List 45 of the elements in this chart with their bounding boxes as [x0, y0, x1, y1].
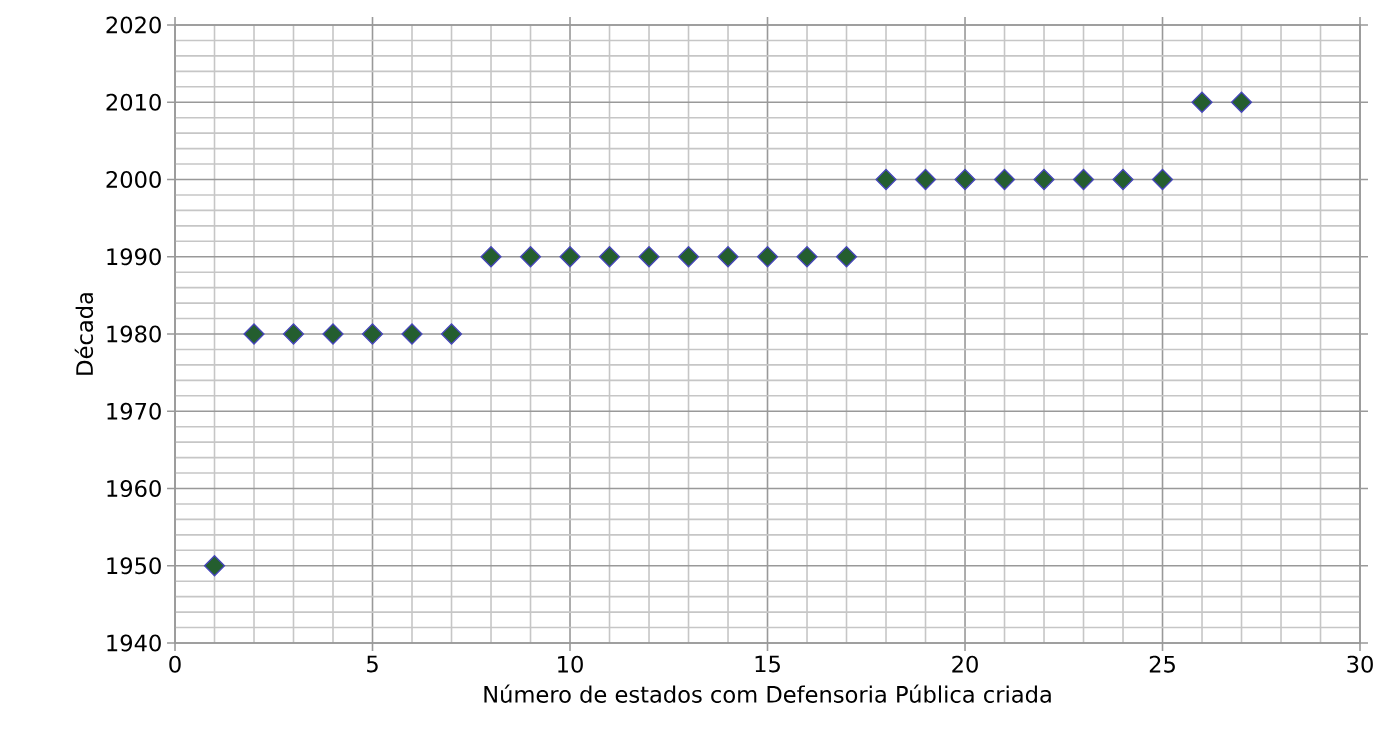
- point: [1191, 91, 1213, 113]
- x-tick-label: 30: [1347, 655, 1373, 673]
- x-tick-label: 15: [755, 655, 780, 673]
- y-tick-label: 1970: [107, 402, 161, 420]
- point: [559, 246, 581, 268]
- x-tick-label: 20: [952, 655, 978, 673]
- y-tick-label: 1980: [107, 325, 161, 343]
- point: [835, 246, 858, 268]
- point: [1151, 168, 1174, 191]
- point: [480, 246, 502, 268]
- point: [1112, 168, 1134, 191]
- point: [203, 555, 226, 577]
- point: [401, 323, 423, 345]
- x-tick-label: 0: [169, 655, 181, 673]
- y-tick-label: 2000: [106, 170, 161, 189]
- point: [756, 246, 779, 268]
- point: [638, 246, 660, 268]
- x-axis-title: Número de estados com Defensoria Pública criada: [484, 684, 1051, 703]
- point: [519, 246, 542, 268]
- point: [1072, 168, 1095, 191]
- x-tick-label: 10: [558, 655, 583, 673]
- y-tick-label: 1960: [107, 479, 161, 498]
- y-tick-label: 2020: [106, 16, 161, 34]
- point: [322, 323, 344, 345]
- point: [796, 246, 818, 268]
- point: [954, 168, 976, 191]
- y-tick-label: 1950: [107, 557, 161, 575]
- point: [440, 323, 463, 345]
- point: [282, 323, 305, 345]
- point: [1033, 168, 1055, 191]
- point: [914, 168, 937, 191]
- y-axis-title: Década: [74, 293, 94, 375]
- y-tick-label: 2010: [106, 93, 161, 111]
- x-tick-label: 25: [1149, 655, 1175, 673]
- point: [1230, 91, 1253, 113]
- y-tick-label: 1990: [107, 248, 161, 266]
- point: [875, 168, 897, 191]
- point: [598, 246, 621, 268]
- point: [717, 246, 739, 268]
- point: [993, 168, 1016, 191]
- point: [361, 323, 384, 345]
- y-tick-label: 1940: [107, 634, 161, 652]
- point: [243, 323, 265, 345]
- x-tick-label: 5: [367, 655, 378, 673]
- point: [677, 246, 700, 268]
